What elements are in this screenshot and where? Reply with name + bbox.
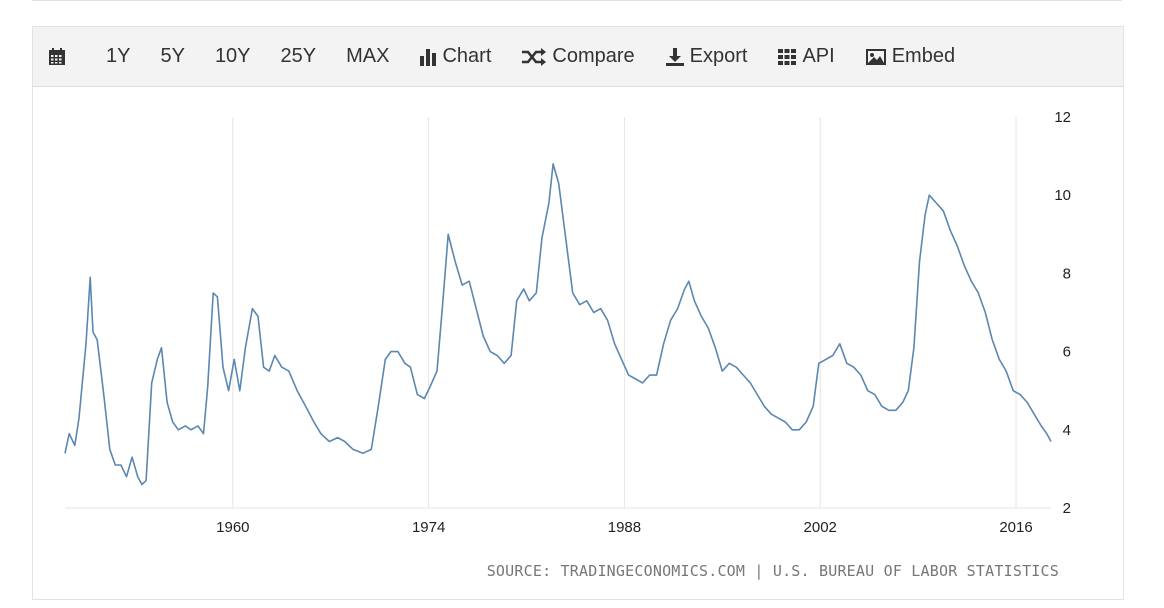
- compare-label: Compare: [552, 45, 635, 67]
- y-tick-label-6: 6: [1063, 344, 1071, 361]
- x-tick-label-2016: 2016: [999, 519, 1032, 536]
- api-button[interactable]: API: [777, 45, 835, 68]
- embed-button[interactable]: Embed: [865, 45, 955, 68]
- api-label: API: [802, 45, 835, 67]
- top-divider: [32, 0, 1122, 1]
- x-tick-label-1960: 1960: [216, 519, 249, 536]
- range-1y-label: 1Y: [106, 45, 131, 67]
- range-max-button[interactable]: MAX: [346, 45, 389, 68]
- y-tick-label-4: 4: [1063, 422, 1071, 439]
- range-5y-label: 5Y: [160, 45, 185, 67]
- chart-type-label: Chart: [442, 45, 492, 67]
- chart-toolbar: 1Y 5Y 10Y 25Y MAX Chart Compare: [33, 27, 1123, 87]
- series-line-0: [64, 163, 1052, 486]
- range-1y-button[interactable]: 1Y: [106, 45, 130, 68]
- y-tick-label-2: 2: [1063, 500, 1071, 517]
- grid-icon: [778, 48, 797, 65]
- y-tick-label-8: 8: [1063, 265, 1071, 282]
- download-icon: [665, 47, 684, 66]
- calendar-button[interactable]: [47, 47, 72, 67]
- bar-chart-icon: [420, 48, 437, 66]
- source-note: SOURCE: TRADINGECONOMICS.COM | U.S. BURE…: [486, 562, 1059, 580]
- embed-label: Embed: [891, 45, 956, 67]
- range-25y-button[interactable]: 25Y: [281, 45, 317, 68]
- calendar-icon: [49, 47, 65, 65]
- range-max-label: MAX: [346, 45, 390, 67]
- image-icon: [865, 48, 886, 65]
- export-button[interactable]: Export: [665, 45, 748, 68]
- x-tick-label-2002: 2002: [804, 519, 837, 536]
- range-10y-button[interactable]: 10Y: [215, 45, 251, 68]
- x-tick-label-1974: 1974: [412, 519, 445, 536]
- compare-button[interactable]: Compare: [521, 45, 635, 68]
- y-tick-label-10: 10: [1054, 187, 1071, 204]
- range-5y-button[interactable]: 5Y: [160, 45, 184, 68]
- shuffle-icon: [522, 47, 547, 66]
- y-tick-label-12: 12: [1054, 109, 1071, 126]
- x-tick-label-1988: 1988: [608, 519, 641, 536]
- line-chart: 1960 1974 1988 2002 2016 2 4 6 8 10 12: [64, 109, 1071, 536]
- export-label: Export: [689, 45, 748, 67]
- range-25y-label: 25Y: [280, 45, 317, 67]
- range-10y-label: 10Y: [214, 45, 251, 67]
- chart-panel: 1Y 5Y 10Y 25Y MAX Chart Compare: [32, 26, 1124, 600]
- chart-type-button[interactable]: Chart: [419, 45, 491, 68]
